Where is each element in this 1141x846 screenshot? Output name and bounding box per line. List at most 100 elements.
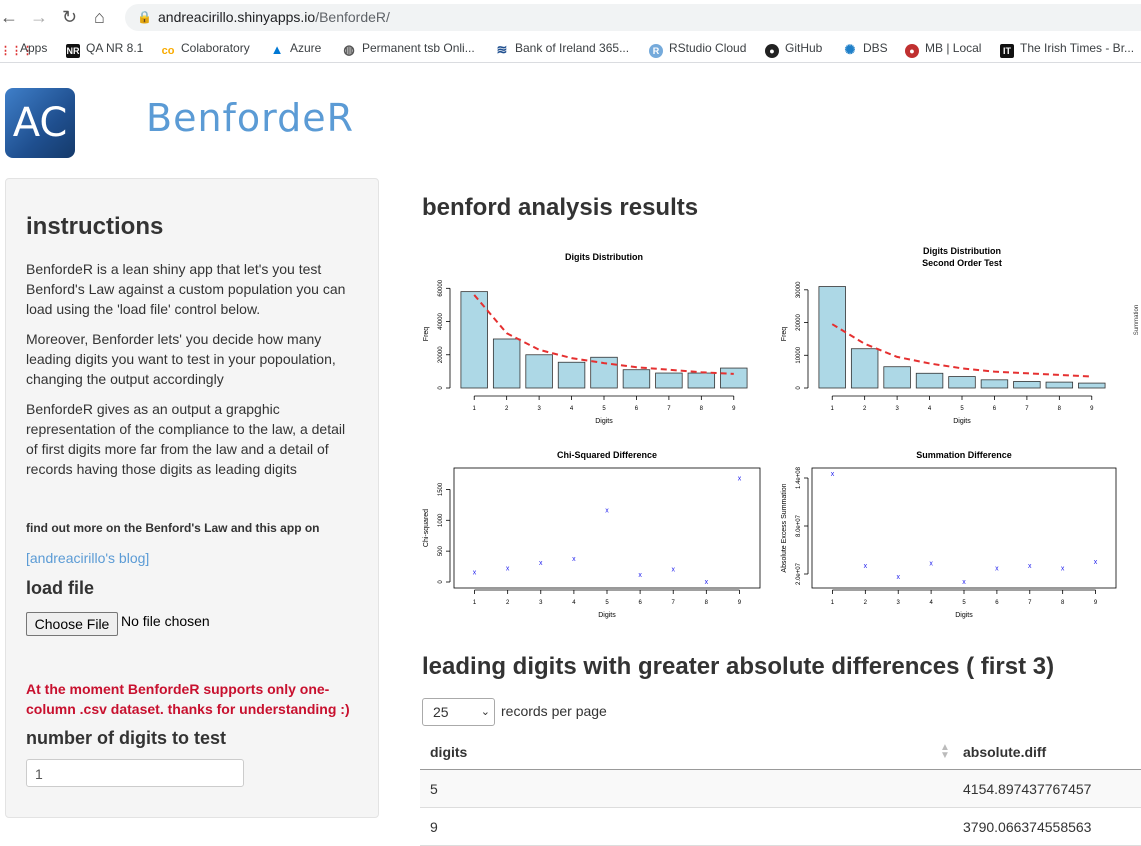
- plot-frame: [811, 467, 1117, 589]
- instructions-paragraph-2: Moreover, Benforder lets' you decide how…: [26, 331, 336, 387]
- bar: [948, 376, 976, 389]
- y-tick-label: 20000: [438, 346, 444, 363]
- y-tick-label: 1000: [438, 513, 444, 527]
- irish-times-icon: IT: [1000, 44, 1014, 58]
- chevron-down-icon: ⌄: [480, 706, 490, 718]
- data-point: x: [1028, 563, 1032, 570]
- bookmark-colaboratory[interactable]: co Colaboratory: [161, 41, 250, 57]
- data-point: x: [995, 565, 999, 572]
- table-header: digits ▲ ▼ absolute.diff: [420, 733, 1141, 770]
- bar: [1078, 382, 1106, 389]
- url-text: andreacirillo.shinyapps.io/BenfordeR/: [158, 9, 390, 25]
- bank-icon: ≋: [496, 42, 508, 57]
- bookmark-qa-nr[interactable]: NR QA NR 8.1: [66, 41, 144, 58]
- address-bar[interactable]: 🔒 andreacirillo.shinyapps.io/BenfordeR/: [125, 4, 1141, 31]
- chart-title: Chi-Squared Difference: [557, 450, 657, 460]
- digits-label: number of digits to test: [26, 728, 226, 748]
- mb-icon: ●: [905, 44, 919, 58]
- bookmark-dbs[interactable]: ✺ DBS: [844, 41, 888, 57]
- globe-icon: ◍: [343, 42, 355, 57]
- bookmark-irish-times[interactable]: IT The Irish Times - Br...: [1000, 41, 1134, 58]
- bookmark-mb-local[interactable]: ● MB | Local: [905, 41, 981, 58]
- column-header-digits[interactable]: digits: [430, 744, 468, 760]
- bar: [850, 348, 879, 389]
- bar: [915, 372, 944, 389]
- y-tick-label: 1.4e+08: [796, 466, 802, 489]
- bar: [1013, 381, 1041, 389]
- data-point: x: [864, 563, 868, 570]
- y-axis-label: Absolute Excess Summation: [781, 483, 788, 572]
- chart-title: Digits Distribution: [565, 252, 643, 262]
- data-point: x: [831, 471, 835, 478]
- sort-icon[interactable]: ▲ ▼: [940, 742, 950, 761]
- chart-subtitle: Second Order Test: [922, 258, 1002, 268]
- bookmarks-bar: ⋮⋮⋮Apps NR QA NR 8.1 co Colaboratory ▲ Azur…: [0, 36, 1141, 63]
- sidebar-panel: instructions BenfordeR is a lean shiny a…: [5, 178, 379, 818]
- second-order-plot: Digits Distribution Second Order Test Digi…: [781, 246, 1106, 425]
- cell-absolute-diff: 3790.066374558563: [963, 819, 1092, 835]
- benford-plots: Digits Distribution Digits Freq 0 20000 40000…: [423, 246, 1140, 619]
- back-arrow-icon[interactable]: ←: [0, 7, 18, 27]
- x-tick-label: 6: [638, 600, 642, 606]
- x-tick-label: 1: [473, 600, 477, 606]
- data-point: x: [671, 567, 675, 574]
- data-point: x: [473, 570, 477, 577]
- app-title: BenfordeR: [146, 96, 355, 140]
- bookmark-rstudio[interactable]: R RStudio Cloud: [649, 41, 746, 58]
- bookmark-github[interactable]: ● GitHub: [765, 41, 822, 58]
- records-per-page-label: records per page: [501, 703, 607, 719]
- y-tick-label: 30000: [796, 281, 802, 298]
- data-point: x: [506, 565, 510, 572]
- bookmark-azure[interactable]: ▲ Azure: [270, 41, 322, 57]
- column-header-absolute-diff[interactable]: absolute.diff: [963, 744, 1047, 760]
- x-tick-label: 7: [1028, 600, 1032, 606]
- x-tick-label: 4: [929, 600, 933, 606]
- table-row: 5 4154.897437767457: [420, 770, 1141, 808]
- x-tick-label: 8: [705, 600, 709, 606]
- bookmark-bank-of-ireland[interactable]: ≋ Bank of Ireland 365...: [496, 41, 630, 57]
- x-tick-label: 4: [928, 406, 932, 412]
- reload-icon[interactable]: ↻: [62, 7, 78, 27]
- x-tick-label: 5: [960, 406, 964, 412]
- chart-title: Digits Distribution: [923, 246, 1001, 256]
- forward-arrow-icon[interactable]: →: [30, 7, 48, 27]
- clipped-axis-label: Summation: [1134, 305, 1140, 335]
- x-tick-label: 1: [473, 406, 477, 412]
- y-tick-label: 20000: [796, 314, 802, 331]
- data-point: x: [1061, 565, 1065, 572]
- expected-line: [473, 294, 734, 375]
- x-tick-label: 7: [667, 406, 671, 412]
- x-tick-label: 7: [1025, 406, 1029, 412]
- nr-icon: NR: [66, 44, 80, 58]
- choose-file-button[interactable]: Choose File: [26, 612, 118, 636]
- y-tick-label: 1500: [438, 482, 444, 496]
- browser-toolbar: ← → ↻ ⌂ 🔒 andreacirillo.shinyapps.io/Ben…: [0, 0, 1141, 34]
- expected-line: [831, 323, 1092, 378]
- x-tick-label: 9: [1094, 600, 1098, 606]
- y-tick-label: 2.0e+07: [796, 562, 802, 585]
- bookmark-permanent-tsb[interactable]: ◍ Permanent tsb Onli...: [343, 41, 475, 57]
- results-table: digits ▲ ▼ absolute.diff 5 4154.897437767…: [420, 733, 1141, 846]
- digits-input[interactable]: 1: [26, 759, 244, 787]
- data-point: x: [638, 572, 642, 579]
- data-point: x: [605, 507, 609, 514]
- data-point: x: [738, 475, 742, 482]
- records-per-page-select[interactable]: 25 ⌄: [422, 698, 495, 726]
- lock-icon: 🔒: [137, 10, 152, 24]
- x-axis-label: Digits: [955, 612, 973, 619]
- bookmark-apps[interactable]: ⋮⋮⋮Apps: [0, 41, 48, 57]
- blog-link[interactable]: [andreacirillo's blog]: [26, 550, 150, 566]
- bar: [980, 379, 1009, 389]
- y-tick-label: 0: [438, 386, 444, 390]
- x-tick-label: 9: [738, 600, 742, 606]
- x-tick-label: 8: [1061, 600, 1065, 606]
- x-tick-label: 6: [635, 406, 639, 412]
- x-tick-label: 3: [537, 406, 541, 412]
- home-icon[interactable]: ⌂: [94, 7, 105, 27]
- x-tick-label: 9: [1090, 406, 1094, 412]
- y-tick-label: 0: [796, 386, 802, 390]
- x-tick-label: 2: [506, 600, 510, 606]
- plot-frame: [453, 467, 761, 589]
- bar: [492, 338, 521, 389]
- x-axis-label: Digits: [595, 418, 613, 425]
